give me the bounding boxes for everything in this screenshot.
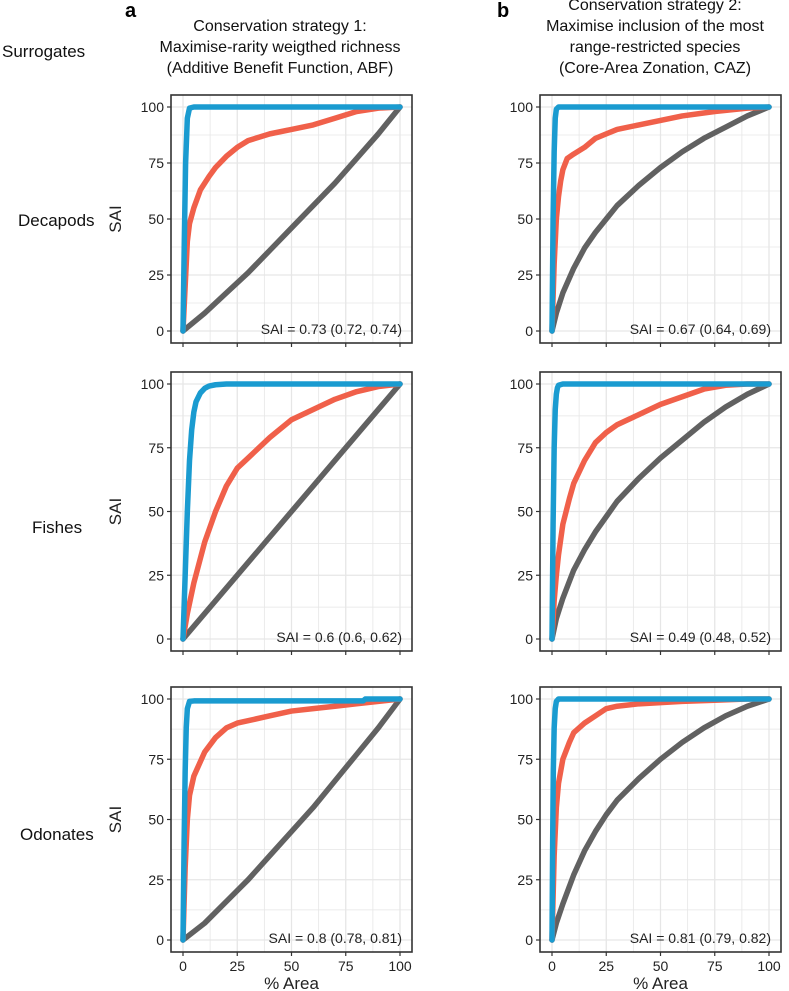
y-tick-label: 25 <box>517 872 533 888</box>
y-tick-label: 50 <box>148 504 164 520</box>
y-tick-label: 25 <box>517 567 533 583</box>
series-line-gray <box>180 381 403 642</box>
y-tick-label: 25 <box>517 267 533 283</box>
sai-annotation: SAI = 0.73 (0.72, 0.74) <box>261 321 402 337</box>
series-line-red <box>180 381 403 642</box>
y-tick-label: 0 <box>525 932 533 948</box>
row-label-decapods: Decapods <box>18 211 95 230</box>
y-tick-label: 25 <box>148 872 164 888</box>
panel-letter-a: a <box>125 0 137 22</box>
y-tick-label: 75 <box>517 751 533 767</box>
y-tick-label: 25 <box>148 567 164 583</box>
y-tick-label: 75 <box>517 155 533 171</box>
y-tick-label: 75 <box>148 751 164 767</box>
y-tick-label: 100 <box>510 376 534 392</box>
x-tick-label: 0 <box>548 958 556 974</box>
y-tick-label: 75 <box>517 440 533 456</box>
x-tick-label: 50 <box>284 958 300 974</box>
y-tick-label: 100 <box>510 691 534 707</box>
column-title-b-line-3: range-restricted species <box>569 39 741 56</box>
panel-b-odonates: 0 25 50 75 100 0 25 50 75 100 SAI = 0.81 (0.79, 0.… <box>510 686 782 991</box>
y-tick-label: 50 <box>148 812 164 828</box>
panel-a-fishes: 0 25 50 75 100 SAI = 0.6 (0.6, 0.62) SAI <box>106 371 413 655</box>
x-tick-label: 100 <box>388 958 412 974</box>
column-title-b-line-2: Maximise inclusion of the most <box>546 18 764 35</box>
column-title-b-line-4: (Core-Area Zonation, CAZ) <box>558 60 752 77</box>
series-line-blue <box>549 104 772 334</box>
sai-annotation: SAI = 0.81 (0.79, 0.82) <box>630 930 771 946</box>
series-line-gray <box>180 696 403 943</box>
x-tick-label: 75 <box>338 958 354 974</box>
y-tick-label: 100 <box>141 99 165 115</box>
x-tick-label: 25 <box>229 958 245 974</box>
column-title-b: Conservation strategy 2: Maximise inclus… <box>505 0 789 79</box>
series-line-blue <box>549 381 772 642</box>
x-tick-label: 50 <box>653 958 669 974</box>
y-tick-label: 50 <box>148 211 164 227</box>
panel-a-odonates: 0 25 50 75 100 0 25 50 75 100 SAI = 0.8 (0.78, 0.8… <box>106 686 413 991</box>
x-tick-label: 100 <box>757 958 781 974</box>
y-tick-label: 50 <box>517 504 533 520</box>
sai-annotation: SAI = 0.67 (0.64, 0.69) <box>630 321 771 337</box>
y-tick-label: 0 <box>156 631 164 647</box>
series-line-blue <box>180 381 403 642</box>
series-line-red <box>549 381 772 642</box>
series-line-gray <box>549 696 772 943</box>
y-tick-label: 0 <box>156 323 164 339</box>
y-axis-title: SAI <box>106 498 125 525</box>
series-line-red <box>180 104 403 334</box>
x-tick-label: 25 <box>598 958 614 974</box>
x-axis-title: % Area <box>264 974 319 991</box>
series-line-gray <box>549 104 772 334</box>
panel-a-decapods: 0 25 50 75 100 SAI = 0.73 (0.72, 0.74) SAI <box>106 94 413 347</box>
x-tick-label: 75 <box>707 958 723 974</box>
y-tick-label: 0 <box>525 631 533 647</box>
panel-b-fishes: 0 25 50 75 100 SAI = 0.49 (0.48, 0.52) <box>510 371 782 655</box>
sai-annotation: SAI = 0.49 (0.48, 0.52) <box>630 629 771 645</box>
y-tick-label: 50 <box>517 812 533 828</box>
column-title-a: Conservation strategy 1: Maximise-rarity… <box>130 16 430 79</box>
series-line-blue <box>180 696 403 943</box>
column-title-a-line-1: Conservation strategy 1: <box>193 18 367 35</box>
y-tick-label: 100 <box>141 376 165 392</box>
series-line-blue <box>549 696 772 943</box>
x-axis-title: % Area <box>633 974 688 991</box>
series-line-red <box>180 696 403 943</box>
series-line-gray <box>549 381 772 642</box>
series-line-gray <box>180 104 403 334</box>
column-title-b-line-1: Conservation strategy 2: <box>568 0 742 14</box>
column-title-a-line-3: (Additive Benefit Function, ABF) <box>166 60 394 77</box>
row-label-fishes: Fishes <box>32 518 83 537</box>
panel-b-decapods: 0 25 50 75 100 SAI = 0.67 (0.64, 0.69) <box>510 94 782 347</box>
y-tick-label: 50 <box>517 211 533 227</box>
y-tick-label: 0 <box>525 323 533 339</box>
y-tick-label: 25 <box>148 267 164 283</box>
y-tick-label: 75 <box>148 155 164 171</box>
y-tick-label: 0 <box>156 932 164 948</box>
row-header-surrogates: Surrogates <box>2 42 86 61</box>
y-axis-title: SAI <box>106 205 125 232</box>
x-tick-label: 0 <box>179 958 187 974</box>
y-tick-label: 100 <box>510 99 534 115</box>
y-tick-label: 100 <box>141 691 165 707</box>
series-line-blue <box>180 104 403 334</box>
series-line-red <box>549 104 772 334</box>
y-axis-title: SAI <box>106 806 125 833</box>
sai-annotation: SAI = 0.6 (0.6, 0.62) <box>276 629 402 645</box>
column-title-a-line-2: Maximise-rarity weigthed richness <box>159 39 401 56</box>
y-tick-label: 75 <box>148 440 164 456</box>
panel-letter-b: b <box>497 0 510 22</box>
sai-annotation: SAI = 0.8 (0.78, 0.81) <box>269 930 402 946</box>
row-label-odonates: Odonates <box>20 825 94 844</box>
